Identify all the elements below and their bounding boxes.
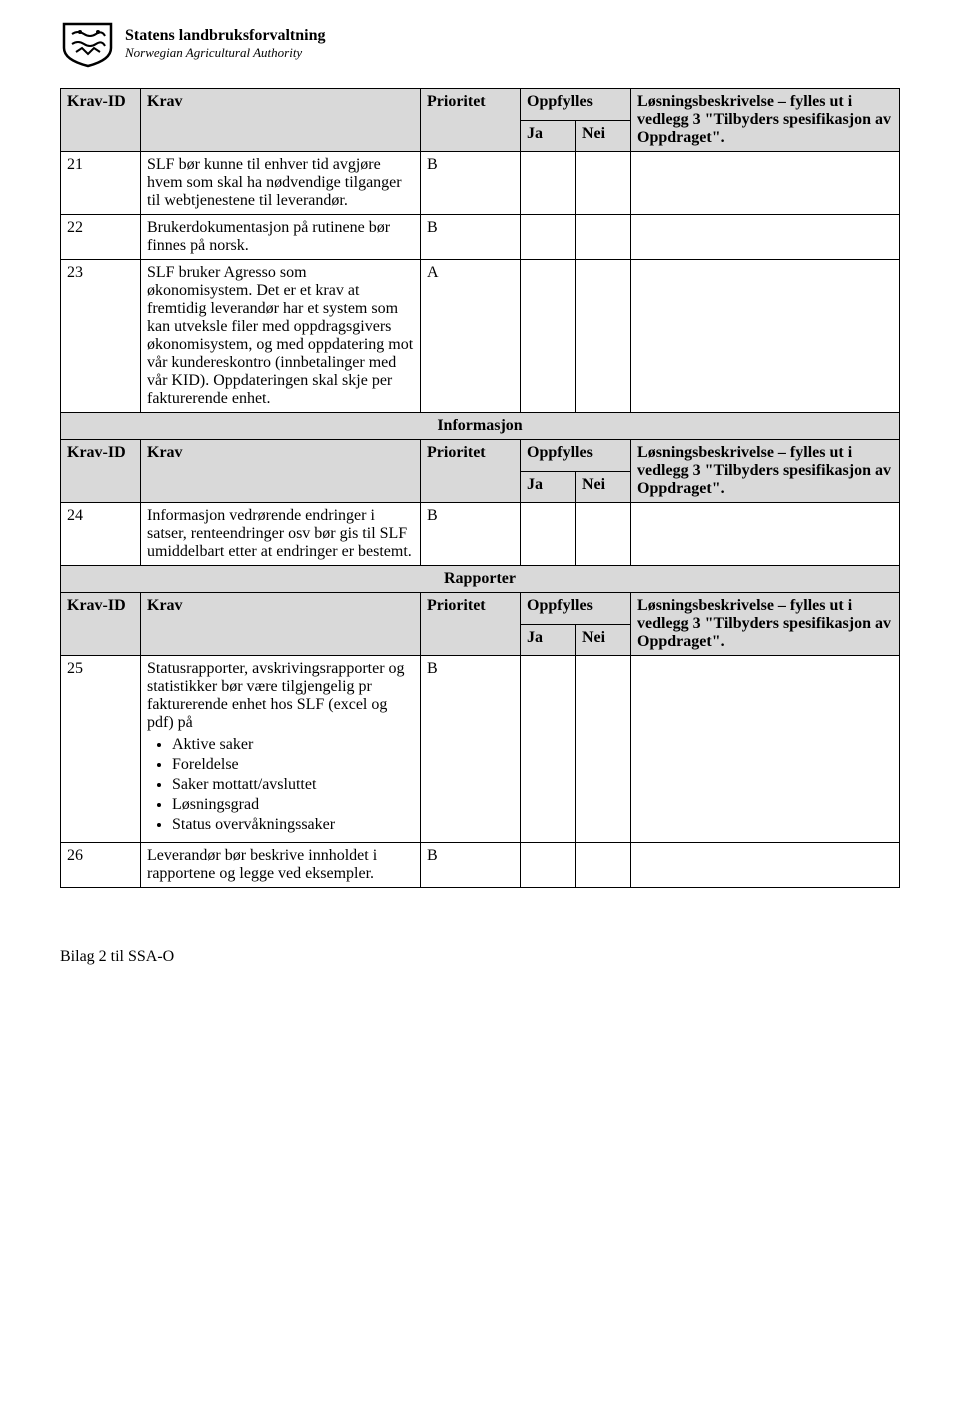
cell-text: Statusrapporter, avskrivingsrapporter og… (141, 656, 421, 843)
cell-text: Brukerdokumentasjon på rutinene bør finn… (141, 215, 421, 260)
cell-prio: B (421, 503, 521, 566)
cell-id: 24 (61, 503, 141, 566)
col-ja: Ja (521, 120, 576, 152)
table-row: 23 SLF bruker Agresso som økonomisystem.… (61, 260, 900, 413)
row25-intro: Statusrapporter, avskrivingsrapporter og… (147, 660, 405, 731)
table-row: 25 Statusrapporter, avskrivingsrapporter… (61, 656, 900, 843)
cell-text: Informasjon vedrørende endringer i satse… (141, 503, 421, 566)
cell-prio: B (421, 656, 521, 843)
col-ja: Ja (521, 471, 576, 503)
cell-prio: A (421, 260, 521, 413)
col-krav-id: Krav-ID (61, 440, 141, 503)
table-row: 24 Informasjon vedrørende endringer i sa… (61, 503, 900, 566)
cell-nei (576, 656, 631, 843)
header-subtitle: Norwegian Agricultural Authority (125, 45, 326, 61)
logo-icon (60, 20, 115, 68)
cell-nei (576, 260, 631, 413)
cell-id: 21 (61, 152, 141, 215)
col-losning: Løsningsbeskrivelse – fylles ut i vedleg… (631, 89, 900, 152)
list-item: Foreldelse (172, 756, 414, 774)
cell-ja (521, 503, 576, 566)
col-nei: Nei (576, 471, 631, 503)
header-title: Statens landbruksforvaltning (125, 27, 326, 45)
cell-text: SLF bruker Agresso som økonomisystem. De… (141, 260, 421, 413)
cell-losning (631, 503, 900, 566)
col-prioritet: Prioritet (421, 440, 521, 503)
list-item: Status overvåkningssaker (172, 816, 414, 834)
col-oppfylles: Oppfylles (521, 593, 631, 625)
cell-prio: B (421, 152, 521, 215)
cell-nei (576, 152, 631, 215)
cell-nei (576, 215, 631, 260)
col-nei: Nei (576, 120, 631, 152)
cell-id: 23 (61, 260, 141, 413)
cell-nei (576, 503, 631, 566)
col-prioritet: Prioritet (421, 89, 521, 152)
cell-ja (521, 215, 576, 260)
cell-id: 26 (61, 843, 141, 888)
table-row: 22 Brukerdokumentasjon på rutinene bør f… (61, 215, 900, 260)
table-row: 26 Leverandør bør beskrive innholdet i r… (61, 843, 900, 888)
cell-ja (521, 656, 576, 843)
cell-text: SLF bør kunne til enhver tid avgjøre hve… (141, 152, 421, 215)
cell-losning (631, 260, 900, 413)
list-item: Aktive saker (172, 736, 414, 754)
cell-losning (631, 152, 900, 215)
section-informasjon: Informasjon (61, 413, 900, 440)
col-losning: Løsningsbeskrivelse – fylles ut i vedleg… (631, 440, 900, 503)
cell-ja (521, 152, 576, 215)
col-krav-id: Krav-ID (61, 89, 141, 152)
col-ja: Ja (521, 624, 576, 656)
col-krav: Krav (141, 593, 421, 656)
cell-id: 22 (61, 215, 141, 260)
col-oppfylles: Oppfylles (521, 440, 631, 472)
col-krav-id: Krav-ID (61, 593, 141, 656)
footer: Bilag 2 til SSA-O (60, 948, 900, 966)
col-prioritet: Prioritet (421, 593, 521, 656)
cell-ja (521, 843, 576, 888)
list-item: Saker mottatt/avsluttet (172, 776, 414, 794)
section-rapporter: Rapporter (61, 566, 900, 593)
cell-prio: B (421, 843, 521, 888)
col-losning: Løsningsbeskrivelse – fylles ut i vedleg… (631, 593, 900, 656)
col-krav: Krav (141, 89, 421, 152)
cell-ja (521, 260, 576, 413)
cell-losning (631, 656, 900, 843)
cell-prio: B (421, 215, 521, 260)
cell-id: 25 (61, 656, 141, 843)
table-row: 21 SLF bør kunne til enhver tid avgjøre … (61, 152, 900, 215)
cell-nei (576, 843, 631, 888)
col-oppfylles: Oppfylles (521, 89, 631, 121)
row25-bullets: Aktive saker Foreldelse Saker mottatt/av… (147, 736, 414, 834)
list-item: Løsningsgrad (172, 796, 414, 814)
col-nei: Nei (576, 624, 631, 656)
requirements-table: Krav-ID Krav Prioritet Oppfylles Løsning… (60, 88, 900, 888)
header-text: Statens landbruksforvaltning Norwegian A… (125, 27, 326, 61)
col-krav: Krav (141, 440, 421, 503)
cell-losning (631, 843, 900, 888)
cell-text: Leverandør bør beskrive innholdet i rapp… (141, 843, 421, 888)
page-header: Statens landbruksforvaltning Norwegian A… (60, 20, 900, 68)
cell-losning (631, 215, 900, 260)
